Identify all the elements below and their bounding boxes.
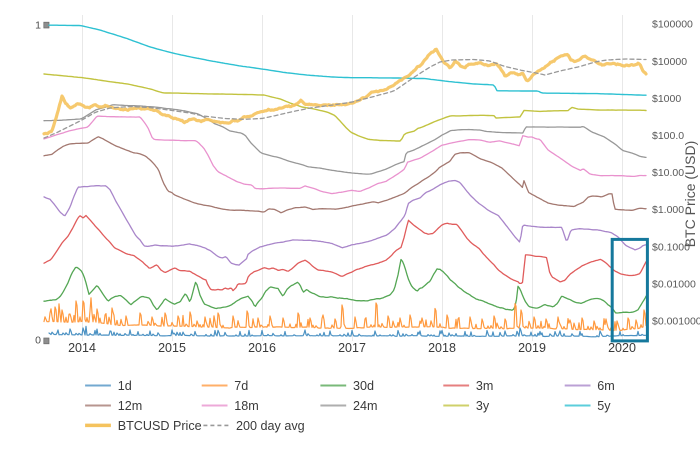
svg-text:BTCUSD Price: BTCUSD Price [118, 419, 202, 433]
svg-text:2014: 2014 [68, 341, 96, 355]
svg-text:6m: 6m [597, 379, 615, 393]
svg-text:2020: 2020 [608, 341, 636, 355]
svg-text:0: 0 [35, 335, 41, 347]
svg-text:3m: 3m [476, 379, 494, 393]
svg-text:$0.01000: $0.01000 [652, 278, 696, 290]
svg-text:1d: 1d [118, 379, 132, 393]
svg-text:12m: 12m [118, 399, 143, 413]
svg-text:3y: 3y [476, 399, 490, 413]
svg-text:2018: 2018 [428, 341, 456, 355]
svg-text:24m: 24m [353, 399, 378, 413]
svg-text:30d: 30d [353, 379, 374, 393]
svg-text:$1.000: $1.000 [652, 204, 684, 216]
svg-text:2015: 2015 [158, 341, 186, 355]
svg-text:18m: 18m [234, 399, 258, 413]
svg-text:$100000: $100000 [652, 19, 693, 31]
svg-text:$0.1000: $0.1000 [652, 241, 690, 253]
svg-text:$10000: $10000 [652, 56, 687, 68]
svg-text:1: 1 [35, 19, 41, 31]
svg-text:7d: 7d [234, 379, 248, 393]
svg-text:$1000: $1000 [652, 93, 681, 105]
svg-text:2016: 2016 [248, 341, 276, 355]
svg-text:2019: 2019 [518, 341, 546, 355]
svg-text:5y: 5y [597, 399, 611, 413]
svg-text:$10.00: $10.00 [652, 167, 684, 179]
svg-text:$100.0: $100.0 [652, 130, 684, 142]
svg-text:$0.001000: $0.001000 [652, 316, 700, 328]
svg-text:BTC Price (USD): BTC Price (USD) [682, 141, 698, 248]
svg-text:2017: 2017 [338, 341, 366, 355]
svg-text:200 day avg: 200 day avg [236, 419, 305, 433]
